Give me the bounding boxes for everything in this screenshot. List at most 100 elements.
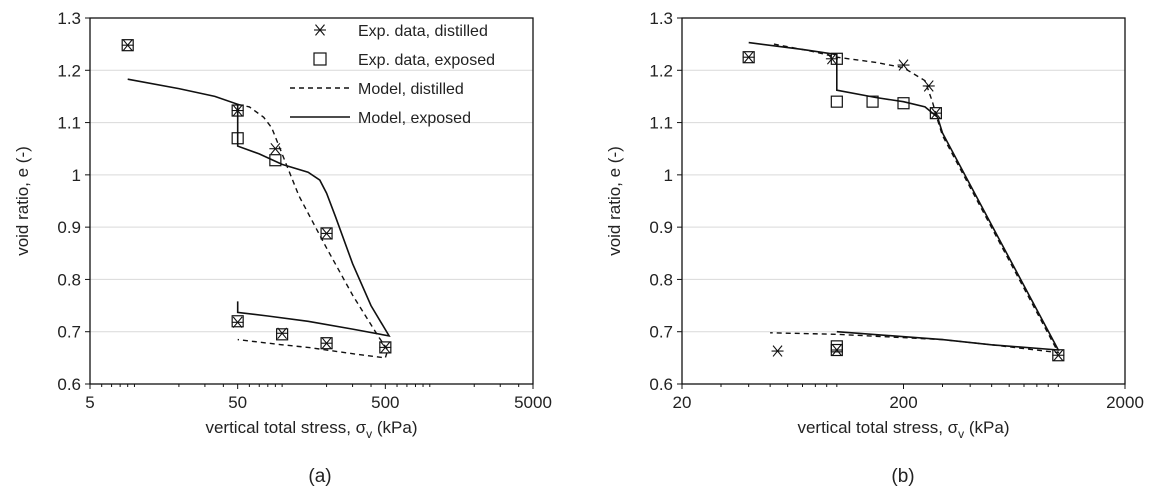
asterisk-stroke	[315, 24, 325, 36]
data-point-asterisk	[897, 59, 910, 71]
model-distilled-line	[770, 43, 1060, 354]
legend-label: Exp. data, distilled	[358, 23, 488, 40]
data-point-square	[121, 39, 134, 52]
data-point-asterisk	[922, 80, 935, 92]
y-tick-labels: 0.6 0.7 0.8 0.9 1 1.1 1.2 1.3	[57, 9, 81, 394]
y-axis-title: void ratio, e (-)	[605, 146, 624, 256]
x-axis-title-unit: (kPa)	[964, 418, 1009, 437]
data-point-asterisk	[320, 227, 333, 240]
legend-label: Model, distilled	[358, 81, 464, 98]
data-point-square	[231, 104, 244, 117]
data-point-square	[1052, 349, 1065, 362]
model-exposed-line	[127, 78, 391, 338]
data-point-asterisk	[276, 327, 289, 340]
data-point-asterisk	[742, 51, 755, 63]
y-tick-label: 0.7	[57, 323, 81, 342]
asterisk-stroke	[232, 104, 243, 117]
x-axis-title: vertical total stress, σv (kPa)	[205, 418, 417, 441]
asterisk-stroke	[898, 59, 909, 71]
legend-item: Exp. data, distilled	[314, 23, 488, 40]
data-point-asterisk	[231, 104, 244, 117]
data-point-square	[897, 97, 910, 110]
asterisk-stroke	[743, 51, 754, 63]
panel-label: (a)	[308, 466, 331, 487]
x-tick-label: 50	[228, 393, 247, 412]
panel-label: (b)	[891, 466, 914, 487]
data-point-square	[830, 340, 843, 353]
chart-panel-b: 0.6 0.7 0.8 0.9 1 1.1 1.2 1.3 20 200 2000 void ra…	[605, 9, 1144, 487]
y-tick-label: 1.1	[57, 114, 81, 133]
legend-marker-square	[313, 52, 327, 66]
data-point-asterisk	[771, 345, 784, 357]
asterisk-stroke	[270, 142, 281, 155]
legend-marker-asterisk	[314, 24, 326, 36]
y-tick-label: 1	[72, 166, 81, 185]
y-tick-label: 0.6	[649, 375, 673, 394]
y-gridlines	[682, 69, 1125, 333]
x-axis-title-subscript: v	[958, 427, 964, 441]
data-point-asterisk	[1052, 349, 1065, 361]
data-point-asterisk	[830, 344, 843, 356]
data-point-square	[269, 154, 282, 167]
asterisk-stroke	[321, 337, 332, 349]
series-layer	[742, 41, 1065, 362]
axis-ticks	[677, 17, 1126, 389]
x-axis-title-unit: (kPa)	[372, 418, 417, 437]
x-tick-labels: 20 200 2000	[673, 393, 1144, 412]
legend-asterisk	[314, 24, 326, 36]
y-tick-label: 1.1	[649, 114, 673, 133]
data-point-square	[276, 328, 289, 341]
x-tick-labels: 5 50 500 5000	[85, 393, 552, 412]
y-tick-label: 0.8	[649, 270, 673, 289]
asterisk-stroke	[930, 107, 941, 119]
y-tick-labels: 0.6 0.7 0.8 0.9 1 1.1 1.2 1.3	[649, 9, 673, 394]
legend-item: Model, exposed	[290, 110, 471, 127]
plot-frame	[681, 17, 1126, 385]
legend-label: Exp. data, exposed	[358, 52, 495, 69]
y-tick-label: 1.2	[649, 61, 673, 80]
asterisk-stroke	[923, 80, 934, 92]
legend-square	[313, 52, 327, 66]
x-tick-label: 200	[889, 393, 917, 412]
data-point-asterisk	[929, 107, 942, 119]
y-tick-label: 0.9	[649, 218, 673, 237]
series-layer	[121, 39, 392, 359]
x-tick-label: 5000	[514, 393, 552, 412]
y-tick-label: 0.6	[57, 375, 81, 394]
model-distilled-line	[237, 103, 389, 359]
asterisk-stroke	[1053, 349, 1064, 361]
asterisk-stroke	[321, 227, 332, 240]
data-point-square	[320, 227, 333, 240]
data-point-square	[320, 337, 333, 350]
asterisk-stroke	[380, 341, 391, 354]
y-tick-label: 0.7	[649, 323, 673, 342]
y-gridlines	[90, 69, 533, 333]
x-tick-label: 500	[371, 393, 399, 412]
data-point-asterisk	[269, 142, 282, 155]
data-point-square	[379, 341, 392, 354]
data-point-square	[742, 51, 755, 64]
x-axis-title-main: vertical total stress, σ	[205, 418, 366, 437]
x-axis-title-main: vertical total stress, σ	[797, 418, 958, 437]
asterisk-stroke	[232, 316, 243, 329]
y-tick-label: 0.8	[57, 270, 81, 289]
legend: Exp. data, distilled Exp. data, exposed …	[290, 23, 495, 127]
axis-ticks	[85, 17, 534, 389]
data-point-asterisk	[121, 39, 134, 51]
data-point-square	[830, 52, 843, 65]
y-tick-label: 1.2	[57, 61, 81, 80]
asterisk-stroke	[122, 39, 133, 51]
x-axis-title-subscript: v	[366, 427, 372, 441]
legend-item: Exp. data, exposed	[313, 52, 495, 69]
plot-frame	[89, 17, 534, 385]
legend-item: Model, distilled	[290, 81, 464, 98]
data-point-asterisk	[379, 341, 392, 354]
asterisk-stroke	[831, 344, 842, 356]
asterisk-stroke	[277, 327, 288, 340]
y-axis-title: void ratio, e (-)	[13, 146, 32, 256]
data-point-square	[231, 132, 244, 145]
data-point-square	[231, 315, 244, 328]
x-tick-label: 20	[673, 393, 692, 412]
data-point-square	[830, 95, 843, 108]
